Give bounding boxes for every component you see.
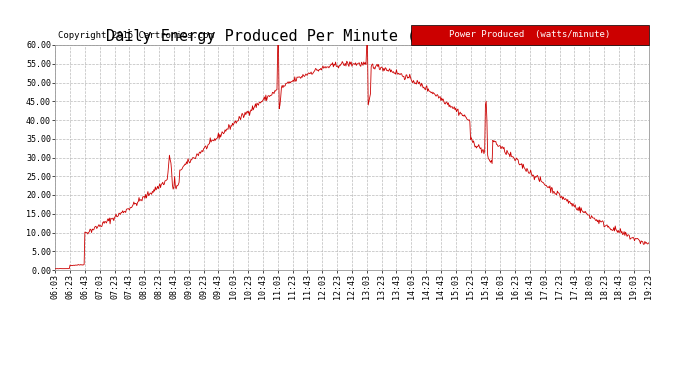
Text: Power Produced  (watts/minute): Power Produced (watts/minute) (449, 30, 611, 39)
Title: Daily Energy Produced Per Minute (Wm) Sat Apr 18 19:33: Daily Energy Produced Per Minute (Wm) Sa… (106, 29, 598, 44)
FancyBboxPatch shape (411, 25, 649, 45)
Text: Copyright 2015 Cartronics.com: Copyright 2015 Cartronics.com (58, 32, 214, 40)
